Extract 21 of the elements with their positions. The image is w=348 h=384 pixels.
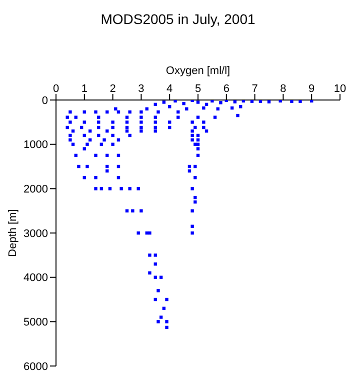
x-tick-label: 0 xyxy=(52,83,60,95)
x-tick-label: 7 xyxy=(252,83,258,95)
x-axis-title: Oxygen [ml/l] xyxy=(166,64,230,77)
x-tick-label: 4 xyxy=(166,83,173,95)
y-tick-label: 3000 xyxy=(24,228,48,240)
x-tick-label: 9 xyxy=(308,83,315,95)
x-tick-label: 10 xyxy=(334,83,346,95)
y-tick-label: 5000 xyxy=(24,316,48,329)
y-tick-label: 0 xyxy=(42,94,48,107)
x-tick-label: 8 xyxy=(280,83,286,95)
x-tick-label: 3 xyxy=(138,83,144,95)
x-tick-label: 5 xyxy=(194,83,202,95)
x-tick-label: 6 xyxy=(223,83,230,95)
x-tick-label: 2 xyxy=(110,83,116,95)
y-tick-label: 6000 xyxy=(24,360,48,373)
x-tick-label: 1 xyxy=(81,83,88,95)
y-tick-label: 2000 xyxy=(24,184,48,196)
y-tick-label: 1000 xyxy=(24,139,48,152)
y-axis-title: Depth [m] xyxy=(6,209,19,257)
y-tick-label: 4000 xyxy=(24,272,48,284)
chart-title: MODS2005 in July, 2001 xyxy=(100,10,256,29)
